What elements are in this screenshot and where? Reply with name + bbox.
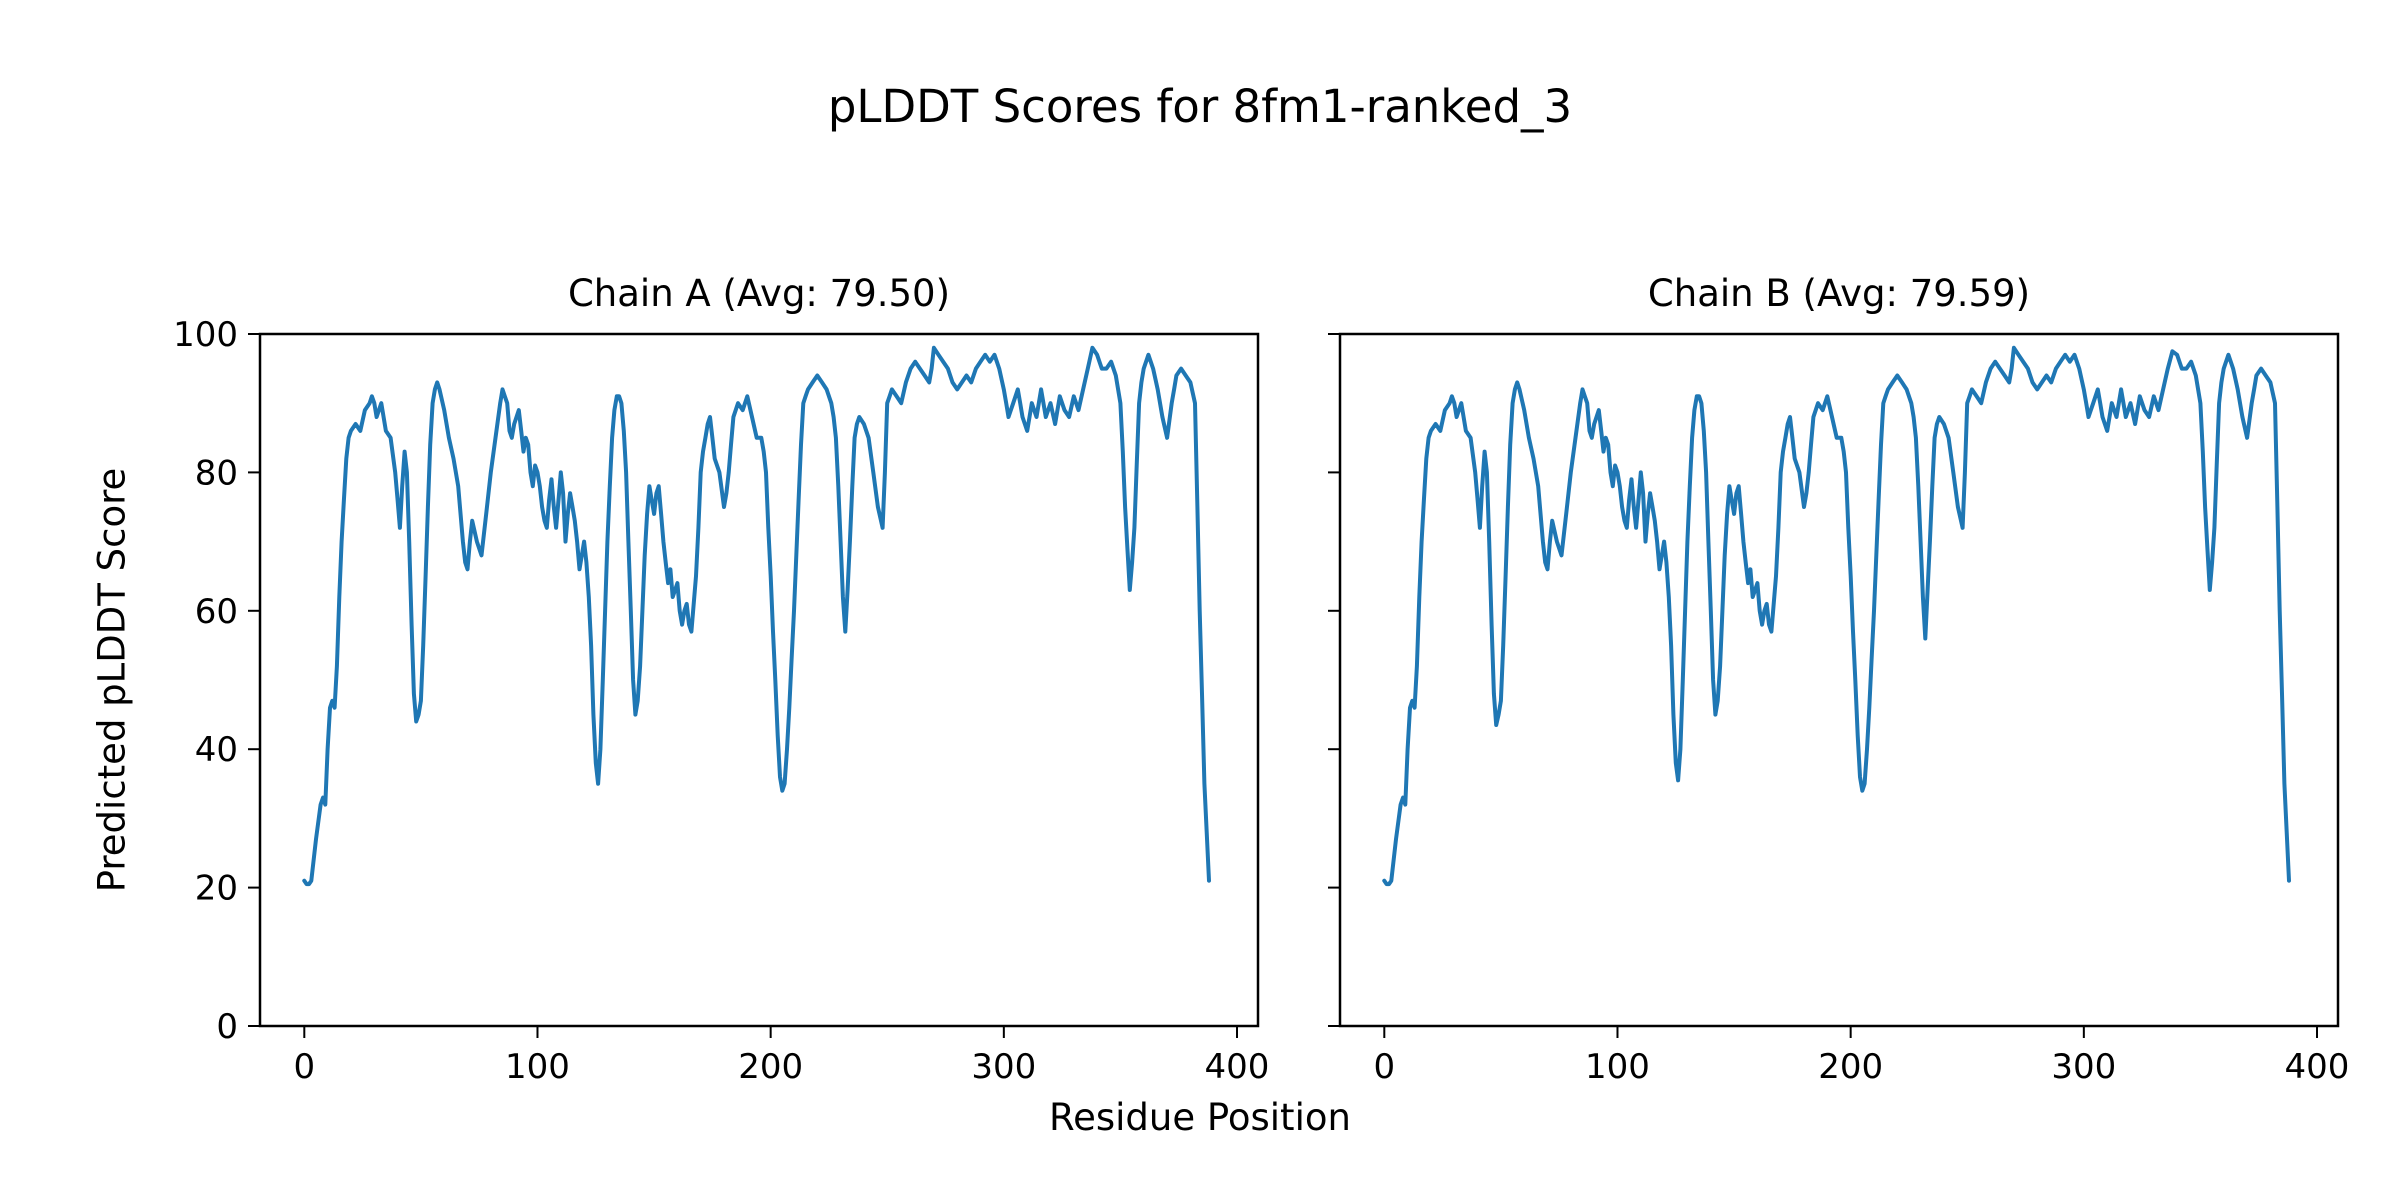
figure-title: pLDDT Scores for 8fm1-ranked_3 [827,80,1573,133]
y-tick-label: 20 [195,869,238,909]
axes-frame-chain-a [258,332,1260,1028]
y-tick-label: 40 [195,730,238,770]
axes-chain-a: 0 100 200 300 400 0 20 40 60 80 100 [173,315,1269,1087]
chain-b-subplot-title: Chain B (Avg: 79.59) [1647,272,2031,315]
x-tick-label: 300 [2051,1047,2116,1087]
x-tick-label: 100 [1585,1047,1650,1087]
plddt-line-chain-b [1382,345,2291,887]
y-tick-label: 0 [216,1007,238,1047]
axes-chain-b: 0 100 200 300 400 [1328,332,2350,1087]
axes-frame-chain-b [1338,332,2340,1028]
y-tick-label: 80 [195,453,238,493]
x-tick-label: 300 [971,1047,1036,1087]
x-tick-label: 200 [1818,1047,1883,1087]
y-tick-label: 60 [195,592,238,632]
x-tick-label: 400 [1205,1047,1270,1087]
x-tick-label: 0 [1373,1047,1395,1087]
x-tick-label: 200 [738,1047,803,1087]
plddt-line-chain-a [302,345,1211,887]
x-axis-label: Residue Position [1049,1096,1351,1139]
x-tick-label: 0 [293,1047,315,1087]
chain-a-subplot-title: Chain A (Avg: 79.50) [567,272,951,315]
x-tick-label: 400 [2285,1047,2350,1087]
x-tick-label: 100 [505,1047,570,1087]
y-tick-label: 100 [173,315,238,355]
